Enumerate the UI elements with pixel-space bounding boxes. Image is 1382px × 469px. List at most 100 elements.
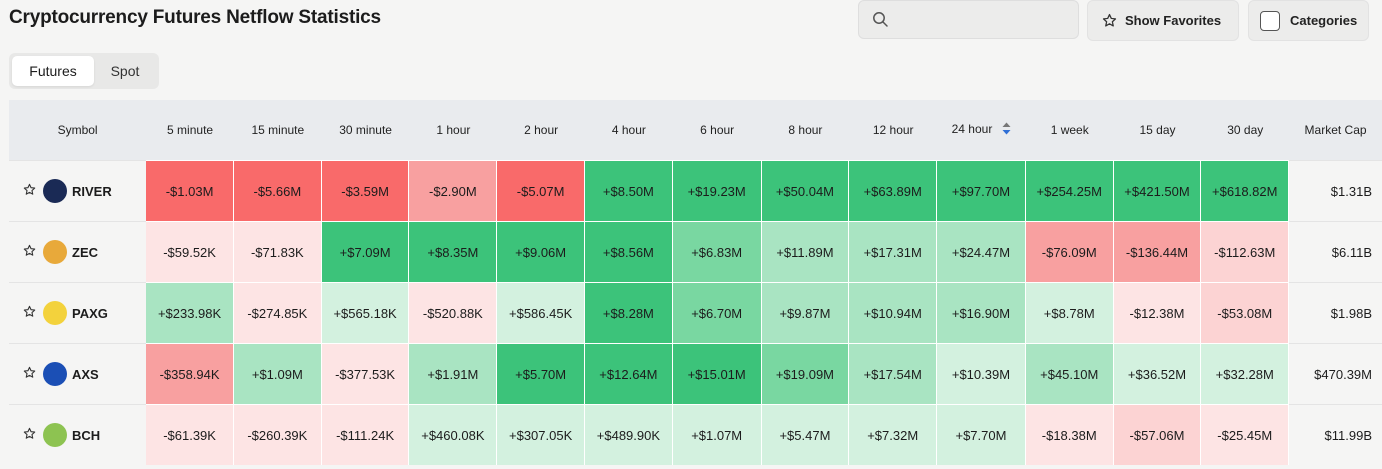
symbol-cell: AXS (9, 343, 147, 404)
netflow-cell: +$9.87M (761, 282, 850, 343)
netflow-cell: +$17.54M (849, 343, 938, 404)
col-header-5m[interactable]: 5 minute (146, 100, 234, 160)
table-row[interactable]: AXS -$358.94K +$1.09M -$377.53K +$1.91M +$5.7… (9, 343, 1382, 404)
netflow-cell: -$12.38M (1113, 282, 1202, 343)
star-icon (1102, 13, 1117, 27)
netflow-cell: +$12.64M (585, 343, 673, 404)
col-header-1h[interactable]: 1 hour (409, 100, 498, 160)
market-cap-cell: $11.99B (1289, 404, 1382, 465)
netflow-cell: -$53.08M (1201, 282, 1290, 343)
netflow-cell: +$421.50M (1113, 160, 1202, 221)
netflow-cell: -$520.88K (409, 282, 498, 343)
netflow-cell: +$7.70M (937, 404, 1026, 465)
symbol-cell: PAXG (9, 282, 147, 343)
netflow-cell: +$10.94M (849, 282, 938, 343)
netflow-cell: -$18.38M (1025, 404, 1114, 465)
table-header-row: Symbol 5 minute 15 minute 30 minute 1 ho… (9, 100, 1382, 160)
netflow-cell: +$45.10M (1025, 343, 1114, 404)
favorite-star-icon[interactable] (23, 305, 36, 321)
netflow-cell: -$377.53K (321, 343, 410, 404)
netflow-cell: -$2.90M (409, 160, 498, 221)
favorite-star-icon[interactable] (23, 366, 36, 382)
netflow-cell: -$5.66M (233, 160, 322, 221)
netflow-cell: -$358.94K (146, 343, 234, 404)
col-header-4h[interactable]: 4 hour (585, 100, 673, 160)
col-header-2h[interactable]: 2 hour (497, 100, 586, 160)
netflow-cell: +$8.50M (585, 160, 673, 221)
netflow-cell: +$1.09M (233, 343, 322, 404)
show-favorites-button[interactable]: Show Favorites (1087, 0, 1239, 41)
symbol-name[interactable]: ZEC (72, 244, 98, 260)
netflow-cell: -$260.39K (233, 404, 322, 465)
netflow-cell: -$112.63M (1201, 221, 1290, 282)
table-row[interactable]: RIVER -$1.03M -$5.66M -$3.59M -$2.90M -$5.07M… (9, 160, 1382, 221)
netflow-cell: +$63.89M (849, 160, 938, 221)
table-row[interactable]: BCH -$61.39K -$260.39K -$111.24K +$460.08K +$… (9, 404, 1382, 465)
netflow-cell: +$1.91M (409, 343, 498, 404)
netflow-cell: +$97.70M (937, 160, 1026, 221)
netflow-cell: +$8.78M (1025, 282, 1114, 343)
favorite-star-icon[interactable] (23, 244, 36, 260)
netflow-cell: +$24.47M (937, 221, 1026, 282)
col-header-6h[interactable]: 6 hour (672, 100, 762, 160)
netflow-cell: -$274.85K (233, 282, 322, 343)
netflow-cell: +$6.70M (672, 282, 762, 343)
col-header-market-cap[interactable]: Market Cap (1289, 100, 1382, 160)
favorite-star-icon[interactable] (23, 183, 36, 199)
col-header-12h[interactable]: 12 hour (849, 100, 938, 160)
tab-spot[interactable]: Spot (110, 63, 140, 79)
market-cap-cell: $6.11B (1289, 221, 1382, 282)
netflow-cell: +$6.83M (672, 221, 762, 282)
categories-button[interactable]: Categories (1248, 0, 1369, 41)
categories-checkbox[interactable] (1260, 10, 1280, 31)
tab-futures[interactable]: Futures (12, 56, 94, 86)
coin-logo-icon (43, 362, 67, 386)
col-header-30m[interactable]: 30 minute (321, 100, 410, 160)
netflow-cell: -$71.83K (233, 221, 322, 282)
table-row[interactable]: ZEC -$59.52K -$71.83K +$7.09M +$8.35M +$9.06M… (9, 221, 1382, 282)
show-favorites-label: Show Favorites (1125, 13, 1222, 28)
netflow-cell: +$1.07M (672, 404, 762, 465)
sort-icon[interactable] (1002, 122, 1011, 138)
netflow-cell: +$489.90K (585, 404, 673, 465)
symbol-name[interactable]: BCH (72, 427, 101, 443)
page-title: Cryptocurrency Futures Netflow Statistic… (9, 7, 381, 28)
netflow-cell: +$7.32M (849, 404, 938, 465)
symbol-name[interactable]: PAXG (72, 305, 108, 321)
netflow-cell: +$8.56M (585, 221, 673, 282)
symbol-name[interactable]: RIVER (72, 183, 112, 199)
col-header-15m[interactable]: 15 minute (233, 100, 322, 160)
col-header-symbol[interactable]: Symbol (9, 100, 147, 160)
netflow-table: Symbol 5 minute 15 minute 30 minute 1 ho… (9, 100, 1382, 465)
coin-logo-icon (43, 240, 67, 264)
market-cap-cell: $470.39M (1289, 343, 1382, 404)
favorite-star-icon[interactable] (23, 427, 36, 443)
netflow-cell: +$8.28M (585, 282, 673, 343)
market-cap-cell: $1.31B (1289, 160, 1382, 221)
netflow-cell: +$17.31M (849, 221, 938, 282)
netflow-cell: -$111.24K (321, 404, 410, 465)
netflow-cell: +$7.09M (321, 221, 410, 282)
col-header-30d[interactable]: 30 day (1201, 100, 1290, 160)
coin-logo-icon (43, 423, 67, 447)
coin-logo-icon (43, 301, 67, 325)
symbol-name[interactable]: AXS (72, 366, 99, 382)
search-input[interactable] (899, 7, 1069, 33)
netflow-cell: +$8.35M (409, 221, 498, 282)
netflow-cell: +$36.52M (1113, 343, 1202, 404)
netflow-cell: +$307.05K (497, 404, 586, 465)
search-icon (873, 12, 888, 27)
search-box[interactable] (858, 0, 1079, 39)
netflow-cell: +$254.25M (1025, 160, 1114, 221)
col-header-15d[interactable]: 15 day (1113, 100, 1202, 160)
table-row[interactable]: PAXG +$233.98K -$274.85K +$565.18K -$520.88K… (9, 282, 1382, 343)
col-header-1w[interactable]: 1 week (1025, 100, 1114, 160)
netflow-cell: +$565.18K (321, 282, 410, 343)
netflow-cell: +$32.28M (1201, 343, 1290, 404)
col-header-24h-cell[interactable]: 24 hour (937, 100, 1026, 160)
coin-logo-icon (43, 179, 67, 203)
netflow-cell: -$1.03M (146, 160, 234, 221)
netflow-cell: +$15.01M (672, 343, 762, 404)
netflow-cell: -$5.07M (497, 160, 586, 221)
col-header-8h[interactable]: 8 hour (761, 100, 850, 160)
